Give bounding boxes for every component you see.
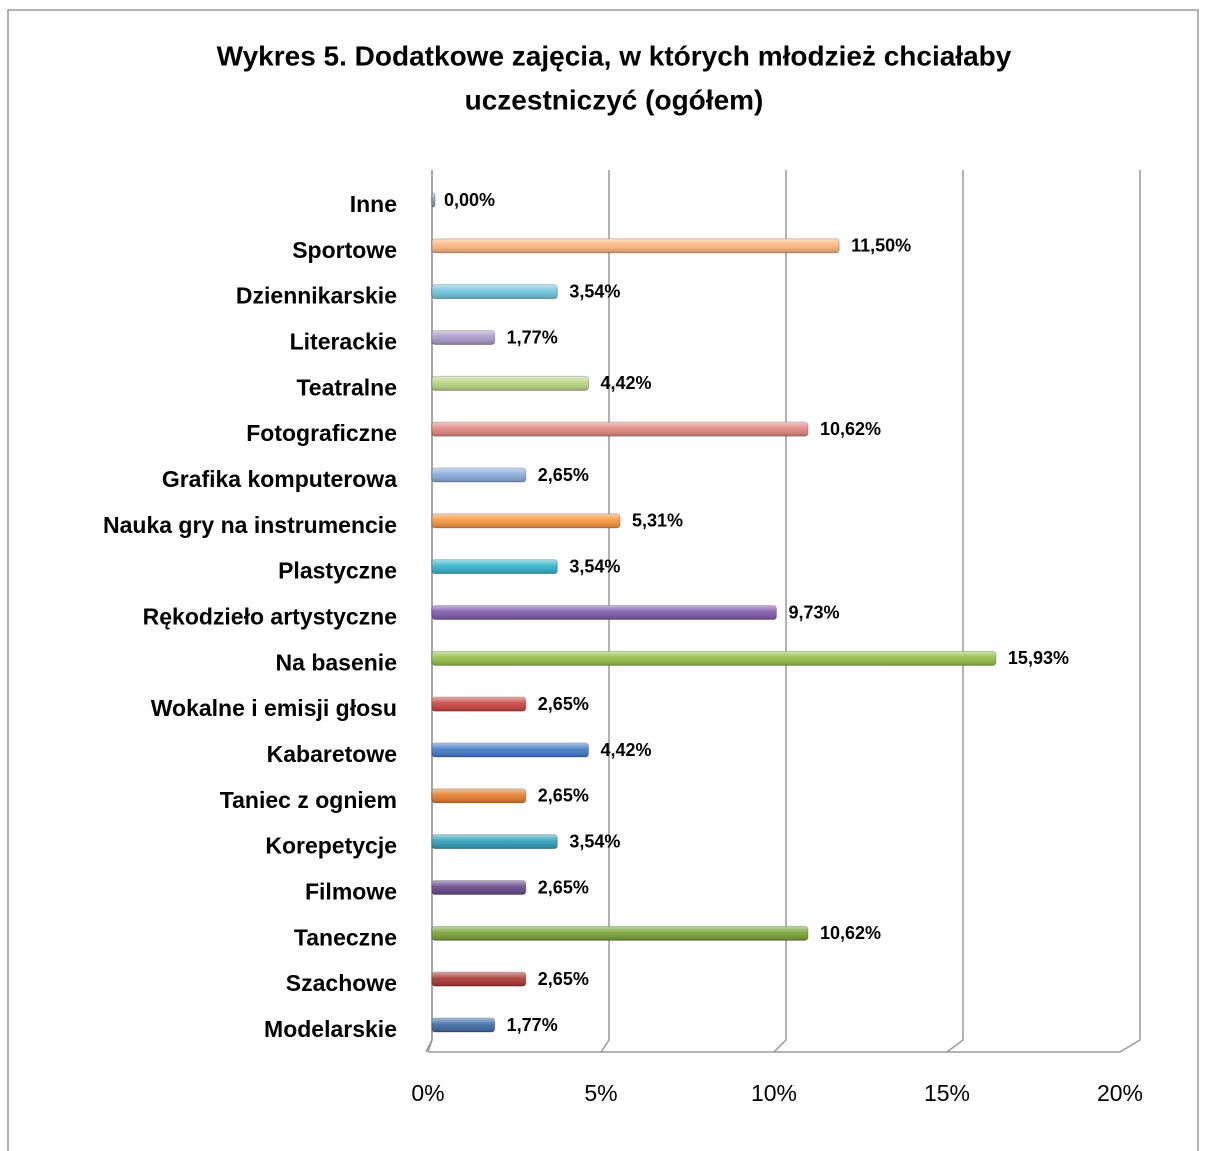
bar-shine: [432, 330, 495, 345]
value-label: 1,77%: [507, 1015, 558, 1035]
bar-shine: [432, 238, 840, 253]
bar-shine: [432, 193, 435, 207]
category-label: Sportowe: [292, 237, 397, 263]
category-label: Fotograficzne: [246, 420, 397, 446]
x-tick-label: 0%: [411, 1080, 444, 1106]
value-label: 5,31%: [632, 511, 683, 531]
value-label: 9,73%: [788, 602, 839, 622]
value-label: 3,54%: [569, 831, 620, 851]
category-label: Grafika komputerowa: [162, 466, 397, 492]
category-label: Rękodzieło artystyczne: [143, 604, 397, 630]
bar-shine: [432, 513, 620, 528]
bar-shine: [432, 559, 558, 574]
bar-shine: [432, 284, 558, 299]
category-label: Filmowe: [305, 879, 397, 905]
value-label: 10,62%: [820, 419, 881, 439]
x-tick-label: 20%: [1097, 1080, 1143, 1106]
value-label: 15,93%: [1008, 648, 1069, 668]
bar-shine: [432, 834, 558, 849]
bar-shine: [432, 880, 526, 895]
category-label: Korepetycje: [265, 833, 397, 859]
category-label: Na basenie: [276, 649, 397, 675]
category-label: Szachowe: [286, 970, 397, 996]
category-label: Plastyczne: [278, 558, 397, 584]
category-label: Kabaretowe: [267, 741, 397, 767]
bar-shine: [432, 743, 589, 757]
grid-line: [946, 170, 964, 1053]
grid-line: [1119, 170, 1141, 1053]
category-label: Teatralne: [296, 374, 397, 400]
bar-shine: [432, 422, 808, 437]
x-tick-label: 15%: [924, 1080, 970, 1106]
bar-shine: [432, 926, 808, 941]
value-label: 10,62%: [820, 923, 881, 943]
chart-frame: [7, 9, 1199, 1151]
category-label: Wokalne i emisji głosu: [151, 695, 397, 721]
category-label: Dziennikarskie: [236, 283, 397, 309]
value-label: 11,50%: [851, 236, 911, 256]
x-tick-label: 10%: [751, 1080, 797, 1106]
grid-line: [600, 170, 610, 1053]
category-label: Inne: [350, 191, 397, 217]
value-label: 4,42%: [600, 373, 651, 393]
chart-title: uczestniczyć (ogółem): [465, 84, 764, 115]
category-label: Modelarskie: [264, 1016, 397, 1042]
grid-line: [773, 170, 787, 1053]
category-label: Taneczne: [294, 924, 397, 950]
axis-wall: [425, 170, 433, 1053]
bar-shine: [432, 651, 996, 666]
value-label: 4,42%: [600, 740, 651, 760]
bar-shine: [432, 972, 526, 987]
bar-shine: [432, 605, 777, 620]
value-label: 3,54%: [569, 281, 620, 301]
bar-shine: [432, 788, 526, 803]
value-label: 2,65%: [538, 465, 589, 485]
category-label: Nauka gry na instrumencie: [103, 512, 397, 538]
bar-shine: [432, 468, 526, 482]
value-label: 2,65%: [538, 969, 589, 989]
value-label: 2,65%: [538, 786, 589, 806]
value-label: 1,77%: [507, 327, 558, 347]
value-label: 0,00%: [444, 190, 495, 210]
x-tick-label: 5%: [584, 1080, 617, 1106]
value-label: 2,65%: [538, 877, 589, 897]
bar-shine: [432, 1018, 495, 1032]
category-label: Taniec z ogniem: [220, 787, 397, 813]
value-label: 3,54%: [569, 556, 620, 576]
value-label: 2,65%: [538, 694, 589, 714]
chart-title: Wykres 5. Dodatkowe zajęcia, w których m…: [217, 40, 1012, 71]
category-label: Literackie: [290, 329, 397, 355]
bar-shine: [432, 697, 526, 712]
bar-shine: [432, 376, 589, 391]
grid-line: [427, 170, 433, 1053]
